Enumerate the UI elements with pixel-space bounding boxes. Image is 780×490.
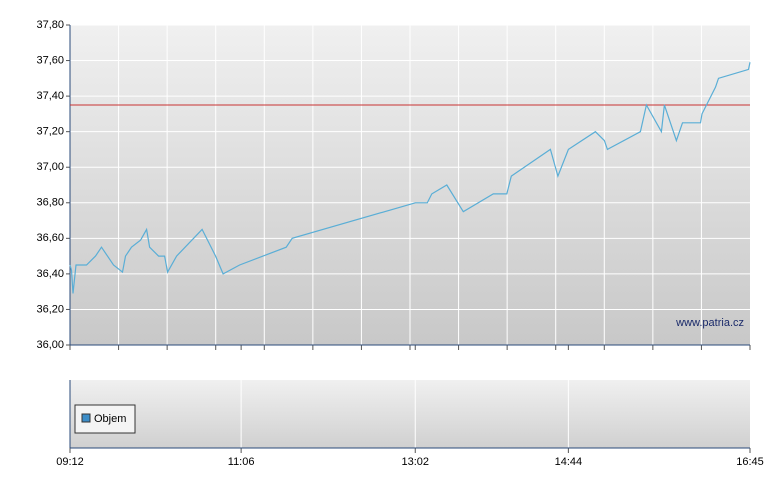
x-tick-label: 16:45 xyxy=(736,456,764,468)
x-tick-label: 09:12 xyxy=(56,456,84,468)
y-tick-label: 37,00 xyxy=(36,161,64,173)
watermark: www.patria.cz xyxy=(675,317,744,329)
y-tick-label: 37,80 xyxy=(36,19,64,31)
y-tick-label: 37,60 xyxy=(36,54,64,66)
y-tick-label: 37,40 xyxy=(36,90,64,102)
y-tick-label: 37,20 xyxy=(36,126,64,138)
y-tick-label: 36,20 xyxy=(36,303,64,315)
price-line xyxy=(69,62,751,294)
x-tick-label: 14:44 xyxy=(555,456,583,468)
y-tick-label: 36,00 xyxy=(36,339,64,351)
x-tick-label: 13:02 xyxy=(401,456,429,468)
y-tick-label: 36,80 xyxy=(36,197,64,209)
volume-area xyxy=(70,380,750,448)
legend-label: Objem xyxy=(94,413,126,425)
legend-swatch xyxy=(81,413,91,423)
y-tick-label: 36,60 xyxy=(36,232,64,244)
x-tick-label: 11:06 xyxy=(228,456,255,468)
y-tick-label: 36,40 xyxy=(36,268,64,280)
